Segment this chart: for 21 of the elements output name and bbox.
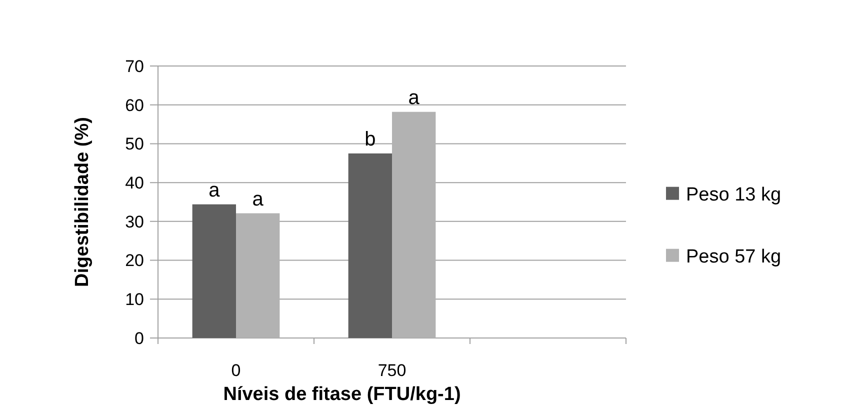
y-tick-label: 50 [125,134,144,154]
x-tick-label: 750 [378,361,406,380]
y-tick-label: 10 [125,290,144,310]
y-tick-label: 70 [125,56,144,76]
annotation: a [252,188,264,210]
legend-label: Peso 57 kg [686,246,782,268]
y-tick-label: 0 [134,328,144,348]
annotation: a [208,179,221,202]
y-tick-label: 60 [125,96,144,115]
bar [236,213,280,338]
y-tick-label: 30 [125,212,144,232]
legend-label: Peso 13 kg [686,184,782,206]
annotation: a [408,86,420,109]
y-axis-title: Digestibilidade (%) [72,117,93,287]
x-axis-title: Níveis de fitase (FTU/kg-1) [223,384,461,405]
y-tick-label: 40 [125,174,144,193]
annotation: b [364,128,376,150]
bar [392,112,436,338]
bar [348,153,392,338]
y-tick-label: 20 [125,251,144,270]
bar [192,204,236,338]
